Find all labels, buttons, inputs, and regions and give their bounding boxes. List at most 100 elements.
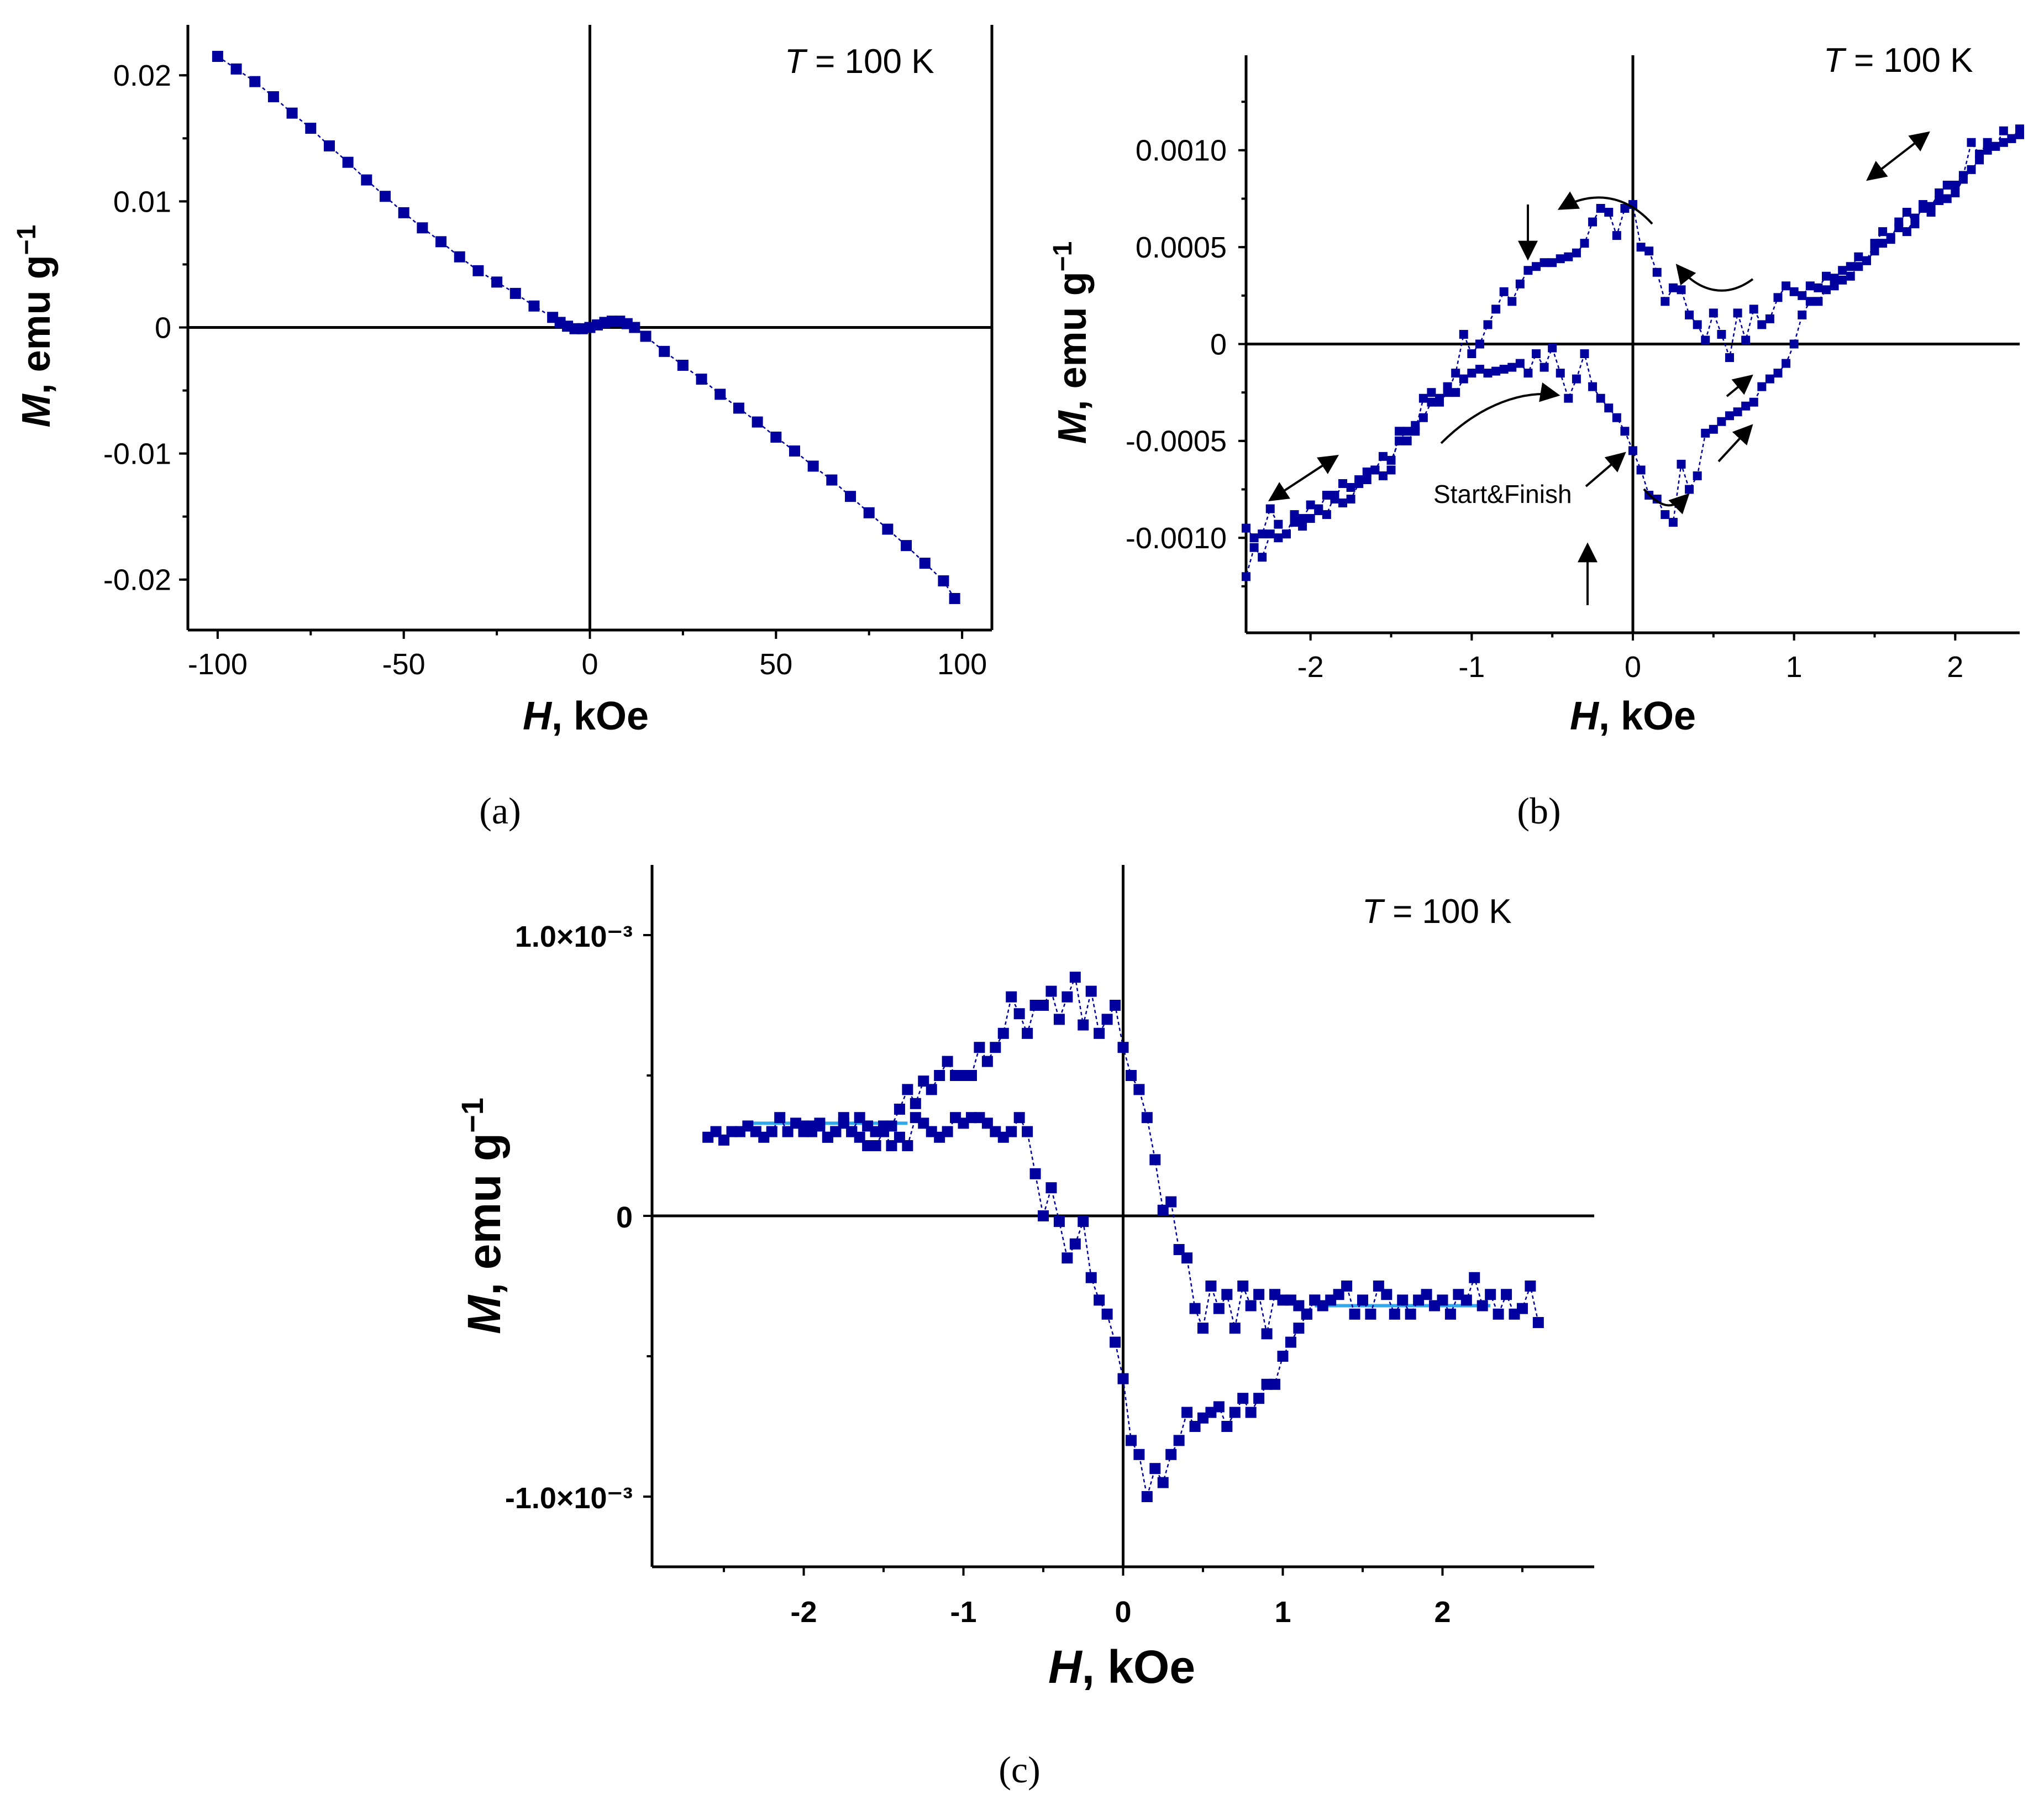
data-point xyxy=(1173,1243,1185,1255)
data-point xyxy=(1523,266,1533,275)
data-point xyxy=(1181,1407,1193,1418)
data-point xyxy=(1958,175,1968,184)
arrow-double-left xyxy=(1268,455,1339,501)
data-point xyxy=(726,1126,738,1137)
data-point xyxy=(1830,281,1839,291)
axes-b xyxy=(1244,55,2020,634)
chart-panel-b: -2 -1 0 1 2 -0.0010 -0.0005 0 0.0005 0.0010 T = 1… xyxy=(1048,41,2024,832)
data-point xyxy=(854,1112,865,1124)
data-point xyxy=(919,558,931,569)
data-point xyxy=(677,359,689,371)
data-point xyxy=(1205,1281,1217,1292)
data-point xyxy=(894,1131,905,1143)
data-point xyxy=(286,107,298,119)
data-point xyxy=(1045,985,1057,997)
data-point xyxy=(1221,1421,1233,1432)
axes-c xyxy=(650,865,1594,1568)
data-point xyxy=(1277,1351,1289,1362)
data-point xyxy=(1556,369,1565,378)
data-point xyxy=(782,1126,794,1137)
data-point xyxy=(1053,1014,1065,1025)
x-tick-label-b: -2 xyxy=(1297,650,1324,684)
x-tick-label-a: 100 xyxy=(937,648,987,681)
data-point xyxy=(1983,145,1992,155)
data-point xyxy=(752,416,763,428)
data-point xyxy=(1189,1303,1201,1314)
data-point xyxy=(1644,246,1654,256)
data-point xyxy=(1269,1378,1281,1390)
y-tick-label-a: -0.02 xyxy=(103,564,171,597)
data-point xyxy=(1580,349,1589,359)
data-point xyxy=(1149,1463,1161,1475)
data-point xyxy=(1443,382,1452,391)
data-point xyxy=(1418,413,1428,422)
x-tick-label-a: -50 xyxy=(382,648,425,681)
data-point xyxy=(949,592,960,604)
data-point xyxy=(1265,504,1275,513)
data-point xyxy=(894,1103,905,1115)
data-point xyxy=(1604,403,1614,413)
data-point xyxy=(862,1120,874,1132)
data-point xyxy=(1515,279,1525,288)
data-point xyxy=(1245,1300,1257,1311)
data-point xyxy=(2007,134,2016,143)
data-point xyxy=(1314,504,1323,513)
data-point xyxy=(1894,223,1904,233)
x-tick-label-b: 1 xyxy=(1786,650,1803,684)
data-point xyxy=(1798,310,1807,319)
data-point xyxy=(1862,256,1871,265)
data-point xyxy=(509,287,521,299)
data-point xyxy=(1564,393,1573,403)
data-point xyxy=(1620,427,1630,436)
data-point xyxy=(212,51,223,62)
data-point xyxy=(1902,227,1911,237)
x-tick-label-a: 0 xyxy=(581,648,598,681)
data-point xyxy=(942,1126,953,1137)
data-point xyxy=(1685,310,1694,319)
data-point xyxy=(1773,293,1783,302)
data-point xyxy=(1253,1289,1265,1300)
chart-panel-a: -100 -50 0 50 100 -0.02 -0.01 0 0.01 0.02 T = 100… xyxy=(12,25,994,832)
data-point xyxy=(1717,329,1726,339)
data-point xyxy=(1338,499,1347,508)
data-point xyxy=(1765,374,1774,384)
data-point xyxy=(1757,320,1767,329)
y-tick-label-c: 1.0×10⁻³ xyxy=(515,920,633,953)
data-point xyxy=(774,1112,786,1124)
data-point xyxy=(1306,500,1315,510)
data-point xyxy=(1181,1252,1193,1264)
data-point xyxy=(1661,510,1670,520)
data-point xyxy=(1427,397,1436,407)
data-point xyxy=(1709,308,1718,318)
data-point xyxy=(1101,1014,1113,1025)
data-point xyxy=(1525,1281,1536,1292)
data-point xyxy=(1110,1000,1121,1011)
data-point xyxy=(1661,297,1670,306)
data-point xyxy=(1229,1323,1241,1334)
data-point xyxy=(1476,1300,1488,1311)
data-point xyxy=(629,322,640,333)
data-point xyxy=(918,1075,929,1087)
data-point xyxy=(1523,369,1533,378)
data-point xyxy=(1249,543,1259,552)
data-point xyxy=(1910,213,1920,223)
data-point xyxy=(1117,1042,1129,1053)
data-point xyxy=(1110,1336,1121,1348)
arrow-curve-lower xyxy=(1440,382,1560,444)
data-point xyxy=(267,91,279,103)
data-point xyxy=(902,1084,913,1095)
data-point xyxy=(974,1042,985,1053)
data-point xyxy=(1346,495,1355,504)
data-point xyxy=(1309,1294,1321,1306)
data-point xyxy=(1604,208,1614,217)
x-axis-title-a: H, kOe xyxy=(523,694,649,738)
data-point xyxy=(814,1117,826,1129)
data-point xyxy=(1459,374,1468,384)
data-point xyxy=(1467,349,1476,359)
data-point xyxy=(1805,281,1815,291)
data-point xyxy=(1475,365,1484,374)
data-point xyxy=(1870,246,1879,256)
start-finish-annotation: Start&Finish xyxy=(1433,480,1572,508)
data-point xyxy=(1693,320,1702,329)
